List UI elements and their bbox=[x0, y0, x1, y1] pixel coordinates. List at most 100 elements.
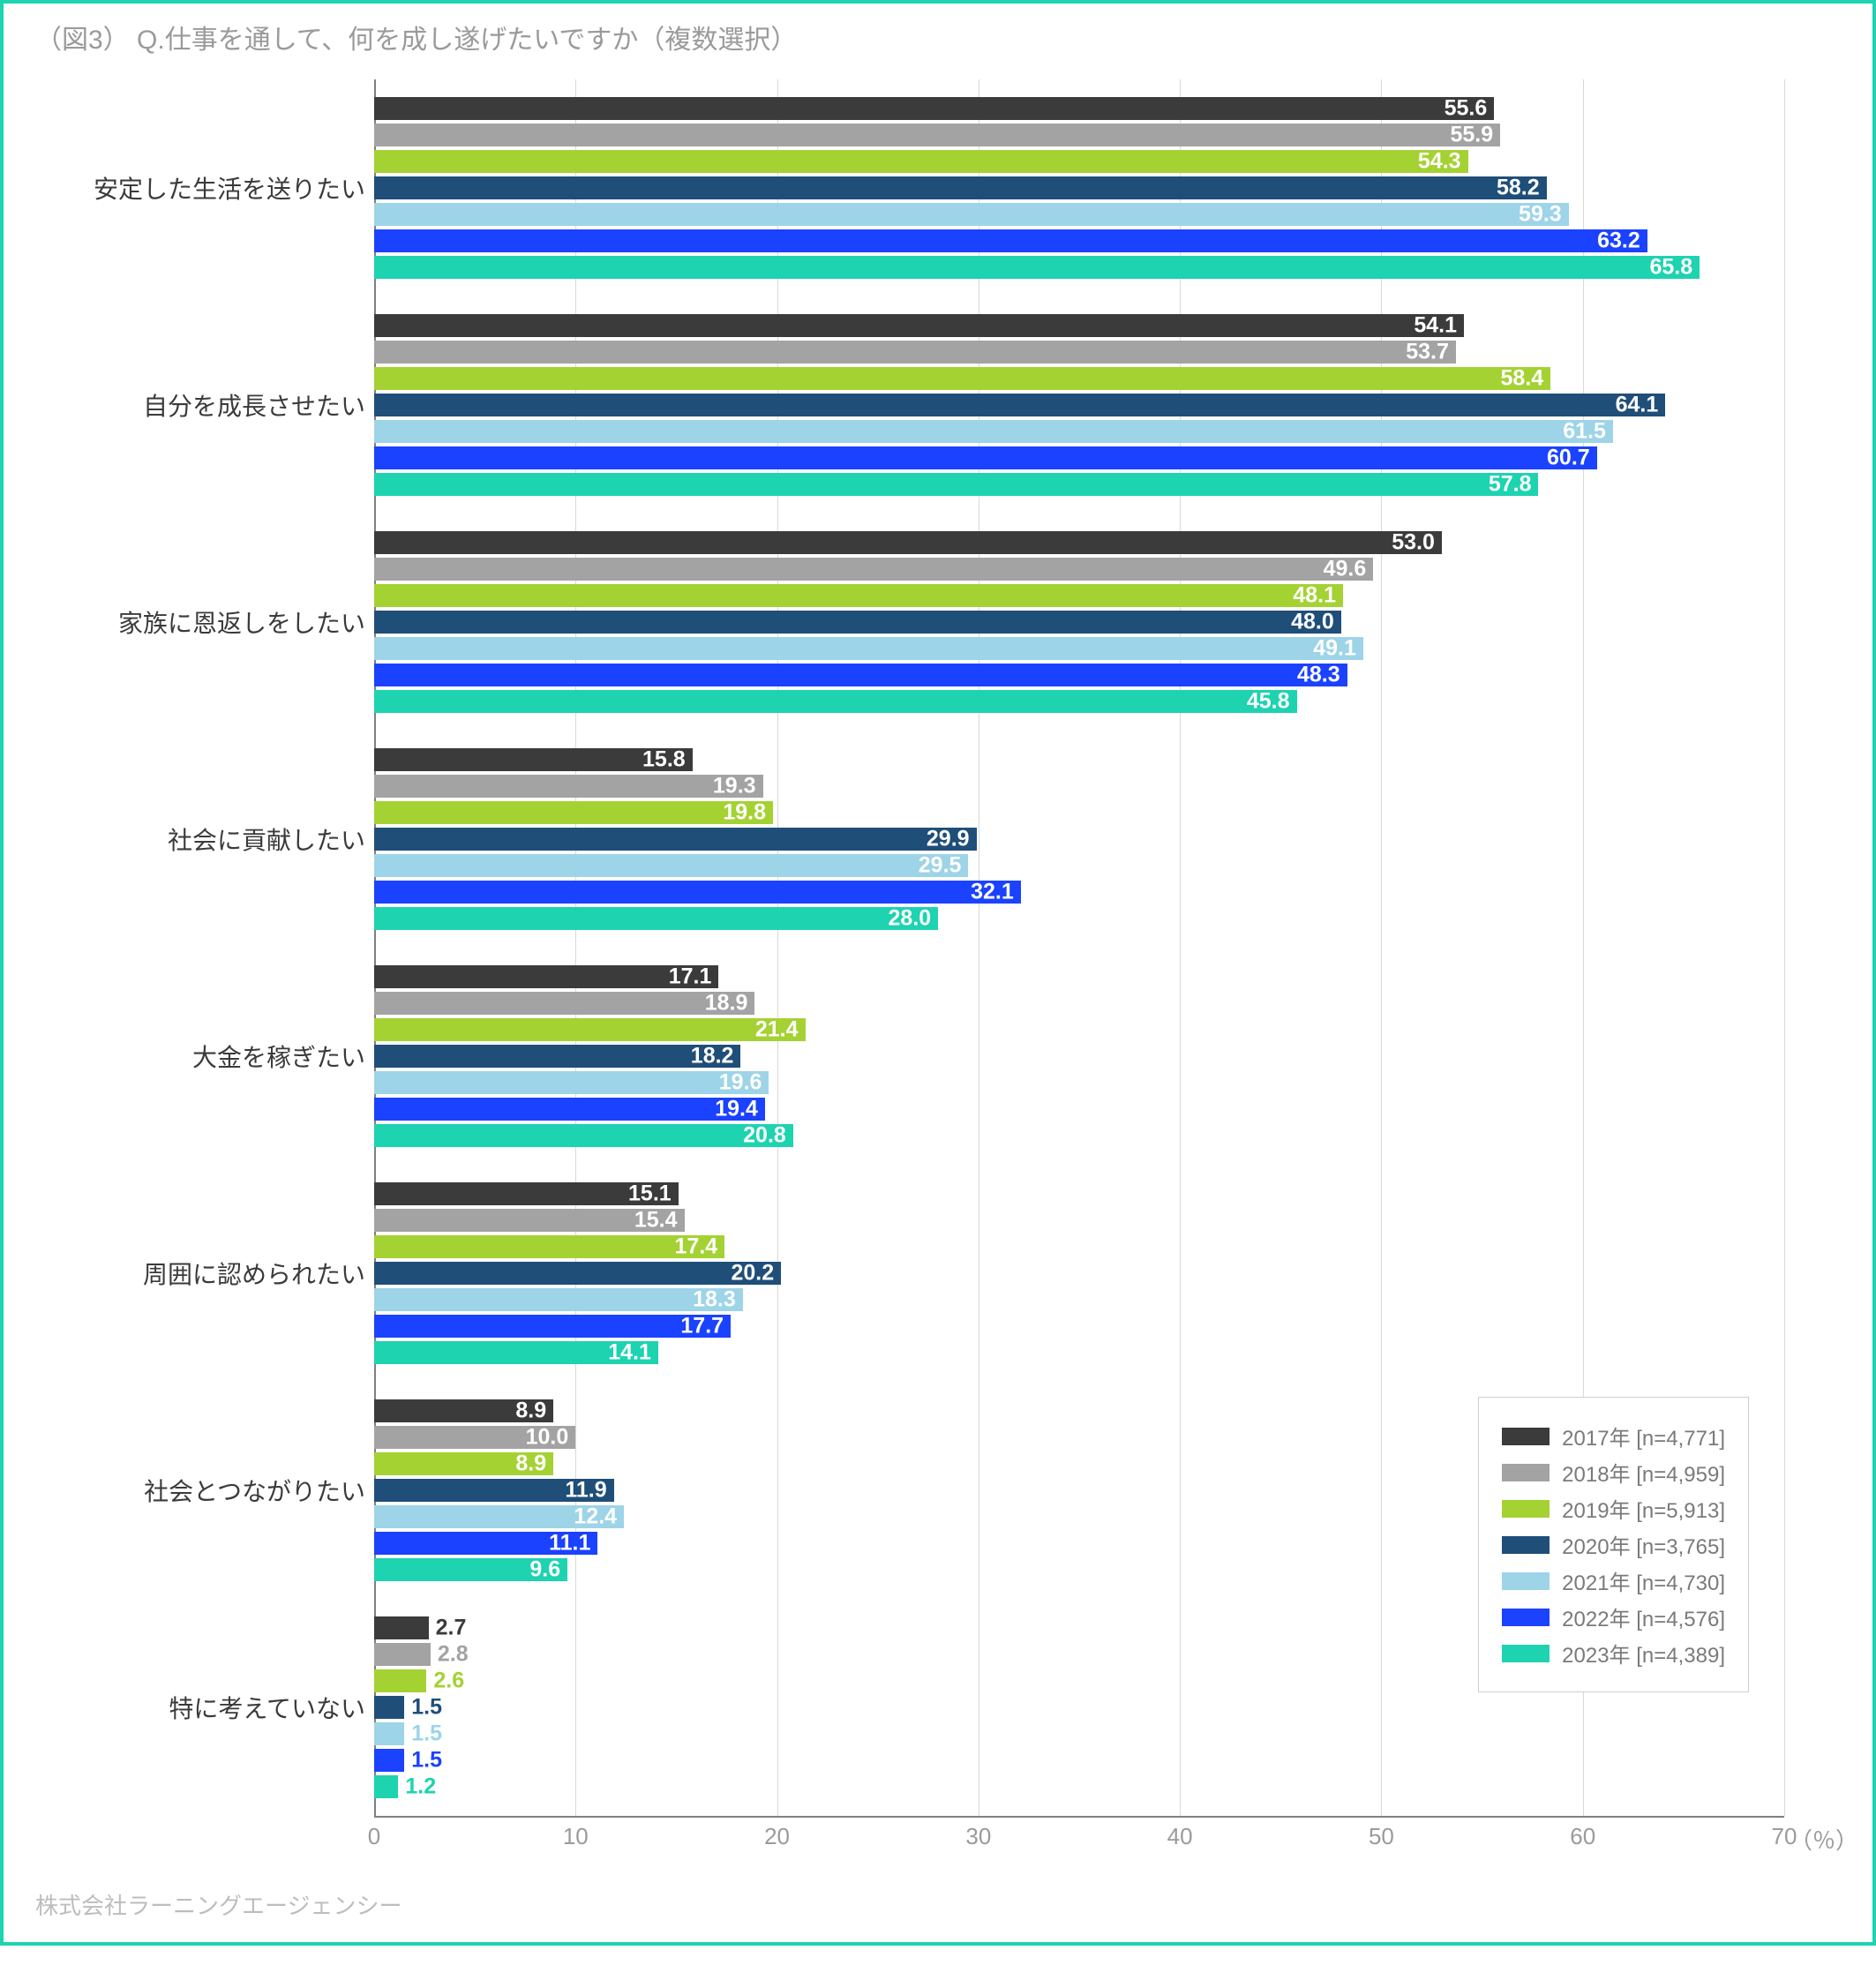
bar-value-label: 53.7 bbox=[1406, 340, 1449, 365]
bar-value-label: 15.8 bbox=[642, 747, 686, 773]
bar-value-label: 54.1 bbox=[1414, 313, 1457, 339]
bar bbox=[374, 314, 1464, 337]
bar-value-label: 12.4 bbox=[574, 1504, 617, 1530]
bar-value-label: 18.9 bbox=[705, 991, 748, 1016]
bar bbox=[374, 1124, 793, 1147]
legend-label: 2023年 [n=4,389] bbox=[1562, 1638, 1725, 1669]
legend-label: 2017年 [n=4,771] bbox=[1562, 1421, 1725, 1451]
bar-value-label: 60.7 bbox=[1547, 446, 1590, 471]
bar-value-label: 19.8 bbox=[723, 800, 766, 826]
legend: 2017年 [n=4,771] 2018年 [n=4,959] 2019年 [n=5… bbox=[1478, 1397, 1749, 1692]
bar-value-label: 54.3 bbox=[1418, 149, 1461, 175]
bar-value-label: 48.1 bbox=[1293, 583, 1336, 609]
bar bbox=[374, 881, 1021, 904]
legend-label: 2018年 [n=4,959] bbox=[1562, 1457, 1725, 1488]
bar-value-label: 29.5 bbox=[919, 853, 962, 879]
bar-value-label: 49.6 bbox=[1324, 557, 1367, 582]
bar bbox=[374, 446, 1597, 469]
bar bbox=[374, 394, 1665, 416]
category-label: 大金を稼ぎたい bbox=[39, 1039, 365, 1074]
chart-container: （図3） Q.仕事を通して、何を成し遂げたいですか（複数選択） 01020304… bbox=[0, 0, 1876, 1946]
bar-value-label: 29.9 bbox=[927, 827, 970, 852]
bar-value-label: 64.1 bbox=[1616, 393, 1659, 418]
bar-value-label: 65.8 bbox=[1649, 255, 1692, 281]
bar bbox=[374, 558, 1373, 581]
category-label: 社会とつながりたい bbox=[39, 1473, 365, 1508]
bar-value-label: 57.8 bbox=[1489, 472, 1532, 498]
bar-value-label: 8.9 bbox=[515, 1399, 546, 1424]
x-tick-label: 40 bbox=[1167, 1823, 1193, 1850]
bar-value-label: 18.3 bbox=[693, 1287, 736, 1313]
bar bbox=[374, 775, 763, 798]
chart-plot: 010203040506070（％）安定した生活を送りたい55.655.954.… bbox=[39, 79, 1837, 1869]
bar bbox=[374, 203, 1569, 226]
legend-swatch bbox=[1502, 1609, 1550, 1626]
bar bbox=[374, 367, 1550, 390]
x-tick-label: 10 bbox=[563, 1823, 589, 1850]
bar bbox=[374, 150, 1468, 173]
bar bbox=[374, 1098, 765, 1121]
bar bbox=[374, 1643, 431, 1666]
legend-swatch bbox=[1502, 1428, 1550, 1445]
bar bbox=[374, 611, 1341, 634]
bar bbox=[374, 854, 968, 877]
legend-item: 2023年 [n=4,389] bbox=[1502, 1638, 1725, 1669]
bar-value-label: 21.4 bbox=[755, 1017, 799, 1043]
bar bbox=[374, 664, 1347, 686]
bar-value-label: 1.5 bbox=[411, 1748, 442, 1774]
bar-value-label: 61.5 bbox=[1563, 419, 1606, 445]
x-tick-label: 30 bbox=[965, 1823, 991, 1850]
category-label: 特に考えていない bbox=[39, 1690, 365, 1725]
x-tick-label: 0 bbox=[368, 1823, 380, 1850]
bar bbox=[374, 473, 1538, 496]
bar-value-label: 48.0 bbox=[1291, 610, 1334, 635]
bar bbox=[374, 1045, 740, 1068]
bar-value-label: 58.2 bbox=[1497, 176, 1540, 201]
bar-value-label: 48.3 bbox=[1297, 663, 1340, 688]
legend-label: 2020年 [n=3,765] bbox=[1562, 1529, 1725, 1560]
bar bbox=[374, 637, 1363, 660]
bar-value-label: 19.4 bbox=[715, 1097, 758, 1122]
x-tick-label: 20 bbox=[764, 1823, 790, 1850]
legend-swatch bbox=[1502, 1464, 1550, 1481]
bar-value-label: 63.2 bbox=[1597, 229, 1640, 254]
bar-value-label: 1.5 bbox=[411, 1695, 442, 1721]
legend-item: 2022年 [n=4,576] bbox=[1502, 1601, 1725, 1632]
bar-value-label: 19.3 bbox=[713, 774, 756, 799]
bar-value-label: 18.2 bbox=[691, 1044, 734, 1069]
category-label: 周囲に認められたい bbox=[39, 1256, 365, 1291]
bar-value-label: 1.5 bbox=[411, 1721, 442, 1747]
bar bbox=[374, 1749, 404, 1772]
bar bbox=[374, 907, 938, 930]
x-tick-label: 50 bbox=[1369, 1823, 1394, 1850]
bar bbox=[374, 420, 1613, 443]
x-axis-line bbox=[374, 1816, 1784, 1818]
category-label: 社会に貢献したい bbox=[39, 821, 365, 857]
bar-value-label: 15.4 bbox=[634, 1208, 678, 1234]
bar-value-label: 17.4 bbox=[675, 1234, 718, 1260]
bar-value-label: 49.1 bbox=[1313, 636, 1356, 662]
bar bbox=[374, 229, 1647, 252]
bar-value-label: 58.4 bbox=[1501, 366, 1544, 392]
category-label: 安定した生活を送りたい bbox=[39, 170, 365, 206]
bar bbox=[374, 965, 718, 988]
bar-value-label: 20.8 bbox=[743, 1123, 786, 1149]
bar-value-label: 32.1 bbox=[971, 880, 1014, 905]
chart-wrap: 010203040506070（％）安定した生活を送りたい55.655.954.… bbox=[39, 79, 1837, 1869]
bar-value-label: 17.1 bbox=[669, 964, 712, 990]
legend-item: 2020年 [n=3,765] bbox=[1502, 1529, 1725, 1560]
bar bbox=[374, 1262, 781, 1285]
legend-label: 2019年 [n=5,913] bbox=[1562, 1493, 1725, 1524]
bar-value-label: 53.0 bbox=[1392, 530, 1435, 556]
legend-item: 2017年 [n=4,771] bbox=[1502, 1421, 1725, 1451]
chart-credit: 株式会社ラーニングエージェンシー bbox=[4, 1878, 1872, 1942]
bar-value-label: 59.3 bbox=[1519, 202, 1562, 228]
bar-value-label: 9.6 bbox=[529, 1557, 560, 1583]
bar-value-label: 28.0 bbox=[889, 906, 932, 932]
bar-value-label: 11.1 bbox=[549, 1531, 590, 1556]
category-label: 自分を成長させたい bbox=[39, 387, 365, 423]
bar bbox=[374, 828, 977, 851]
legend-item: 2019年 [n=5,913] bbox=[1502, 1493, 1725, 1524]
bar-value-label: 11.9 bbox=[565, 1478, 606, 1504]
x-tick-label: 60 bbox=[1570, 1823, 1595, 1850]
